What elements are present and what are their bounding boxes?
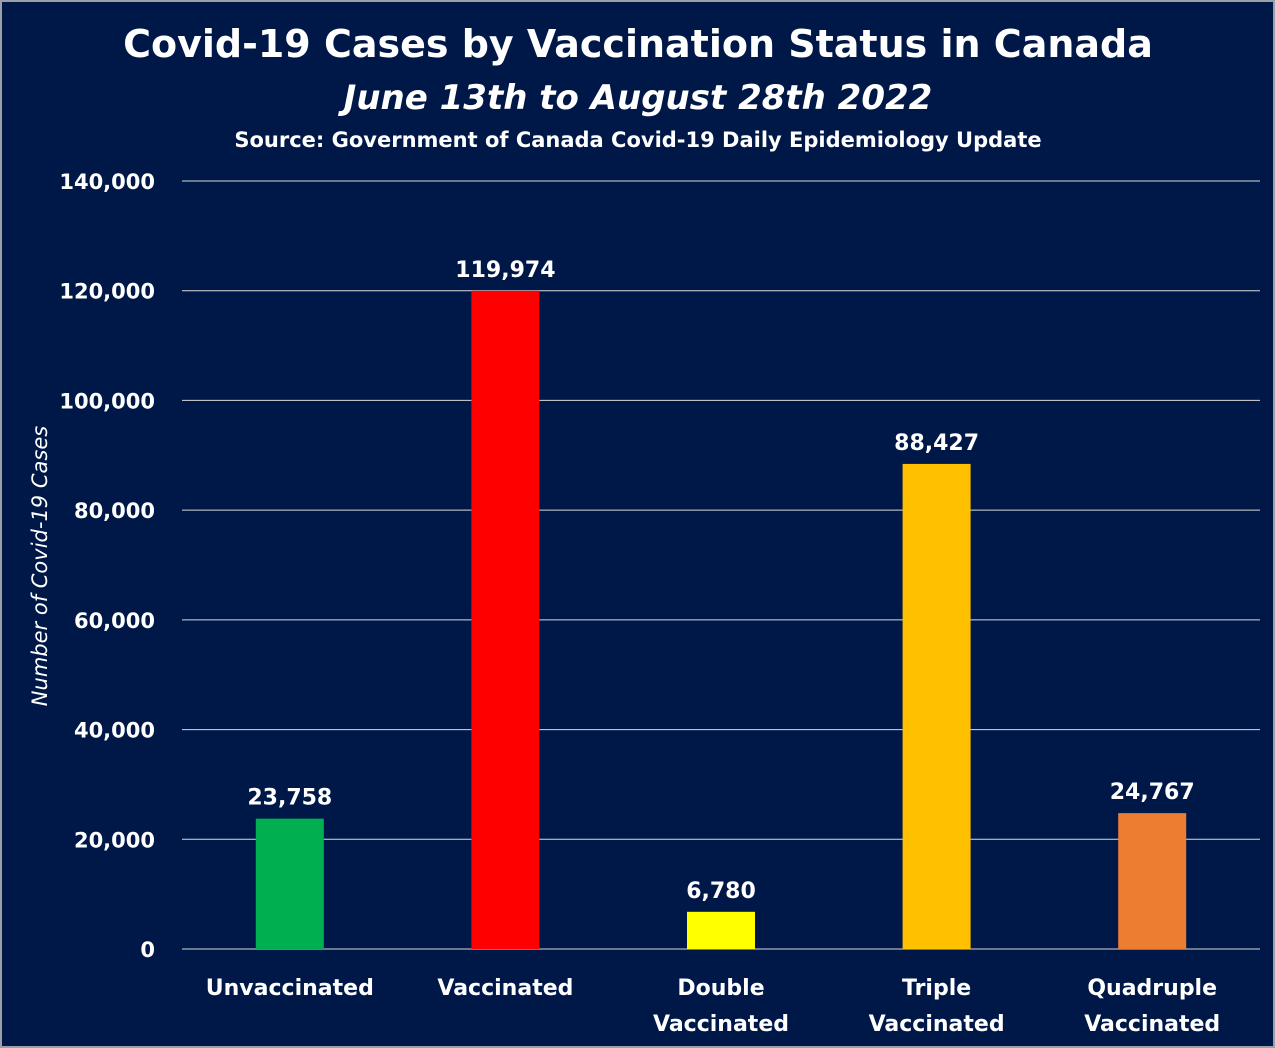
data-label: 6,780 — [686, 879, 756, 904]
data-label: 23,758 — [247, 786, 332, 811]
y-axis-label: Number of Covid-19 Cases — [28, 426, 52, 706]
bar — [255, 818, 324, 949]
bar — [471, 290, 540, 949]
x-axis-categories: Unvaccinated Vaccinated Double Vaccinated Tr… — [206, 976, 1220, 1037]
x-category-label: Unvaccinated — [206, 976, 374, 1001]
gridlines — [182, 180, 1260, 950]
x-category-label: Vaccinated — [869, 1012, 1005, 1037]
x-category-label: Quadruple — [1087, 976, 1217, 1001]
data-label: 119,974 — [455, 258, 555, 283]
x-category-label: Vaccinated — [437, 976, 573, 1001]
chart-title: Covid-19 Cases by Vaccination Status in … — [123, 22, 1153, 66]
y-tick-label: 20,000 — [74, 828, 155, 852]
y-tick-label: 100,000 — [59, 389, 155, 413]
x-category-label: Vaccinated — [653, 1012, 789, 1037]
bar — [902, 463, 971, 949]
chart-source: Source: Government of Canada Covid-19 Da… — [234, 128, 1041, 152]
y-tick-label: 0 — [140, 938, 155, 962]
y-tick-label: 140,000 — [59, 170, 155, 194]
y-tick-label: 120,000 — [59, 280, 155, 304]
chart-subtitle: June 13th to August 28th 2022 — [338, 78, 933, 118]
data-label: 88,427 — [894, 431, 979, 456]
data-labels: 23,758 119,974 6,780 88,427 24,767 — [247, 258, 1194, 904]
y-tick-label: 80,000 — [74, 499, 155, 523]
bars — [255, 290, 1187, 949]
y-tick-label: 40,000 — [74, 719, 155, 743]
x-category-label: Triple — [902, 976, 971, 1001]
y-tick-label: 60,000 — [74, 609, 155, 633]
bar — [1118, 813, 1187, 949]
y-axis-ticks: 0 20,000 40,000 60,000 80,000 100,000 120,000 1… — [59, 170, 155, 962]
bar — [687, 911, 755, 949]
x-category-label: Vaccinated — [1084, 1012, 1220, 1037]
data-label: 24,767 — [1110, 780, 1195, 805]
x-category-label: Double — [677, 976, 764, 1001]
